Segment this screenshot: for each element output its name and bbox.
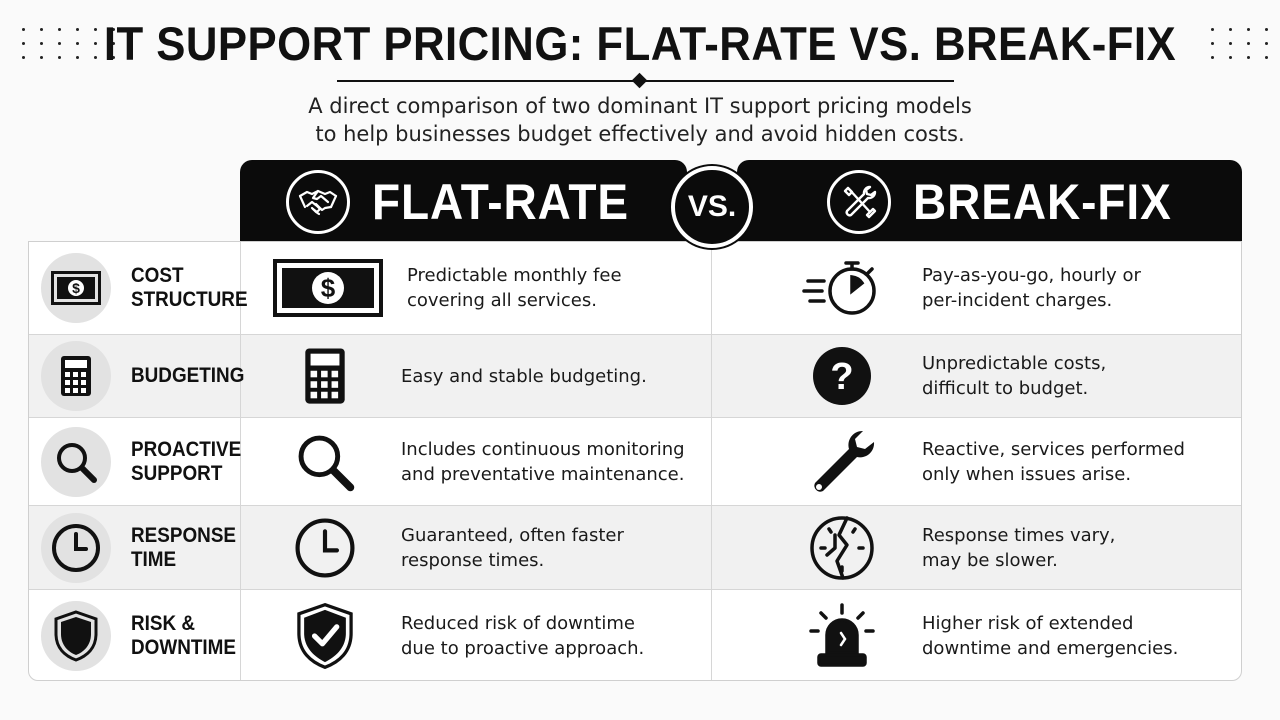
table-row-proactive-support: PROACTIVE SUPPORT Includes continuous mo… (29, 418, 1241, 506)
flat-rate-cell: Includes continuous monitoring and preve… (241, 418, 712, 505)
flat-rate-cell: Guaranteed, often faster response times. (241, 506, 712, 589)
row-label-cell: PROACTIVE SUPPORT (29, 418, 241, 505)
clock-icon (41, 512, 111, 583)
row-label: RESPONSE TIME (131, 523, 237, 571)
flat-rate-text: Reduced risk of downtime due to proactiv… (401, 613, 645, 659)
flat-rate-cell: Reduced risk of downtime due to proactiv… (241, 590, 712, 680)
page-subtitle: A direct comparison of two dominant IT s… (0, 92, 1280, 148)
row-label: BUDGETING (131, 364, 245, 387)
break-fix-text: Unpredictable costs, difficult to budget… (922, 353, 1107, 399)
decorative-dots-left (22, 28, 118, 59)
break-fix-label: BREAK-FIX (913, 173, 1172, 230)
magnifier-icon (285, 427, 365, 497)
break-fix-cell: Higher risk of extended downtime and eme… (712, 590, 1241, 680)
dollar-bill-icon: $ (273, 253, 383, 323)
table-row-response-time: RESPONSE TIME Guaranteed, often faster r… (29, 506, 1241, 590)
svg-text:$: $ (72, 280, 80, 296)
broken-clock-icon (802, 513, 882, 583)
subtitle-line-1: A direct comparison of two dominant IT s… (308, 94, 972, 118)
table-row-cost-structure: $ COST STRUCTURE $ Predictable monthly f… (29, 242, 1241, 335)
break-fix-text: Reactive, services performed only when i… (922, 438, 1185, 485)
row-label: RISK & DOWNTIME (131, 612, 236, 659)
shield-check-icon (285, 601, 365, 671)
svg-text:$: $ (321, 273, 336, 303)
dollar-bill-icon: $ (41, 253, 111, 323)
flat-rate-header: FLAT-RATE (240, 160, 687, 243)
flat-rate-text: Includes continuous monitoring and preve… (401, 438, 685, 485)
shield-icon (41, 601, 111, 671)
break-fix-text: Higher risk of extended downtime and eme… (922, 613, 1179, 659)
row-label: COST STRUCTURE (131, 264, 248, 311)
flat-rate-cell: $ Predictable monthly fee covering all s… (241, 242, 712, 334)
break-fix-text: Response times vary, may be slower. (922, 524, 1116, 571)
clock-icon (285, 513, 365, 583)
vs-badge: VS. (671, 166, 753, 248)
break-fix-text: Pay-as-you-go, hourly or per-incident ch… (922, 265, 1141, 311)
wrench-icon (802, 427, 882, 497)
flat-rate-text: Predictable monthly fee covering all ser… (407, 265, 622, 311)
handshake-icon (286, 169, 350, 234)
break-fix-cell: Response times vary, may be slower. (712, 506, 1241, 589)
comparison-table: $ COST STRUCTURE $ Predictable monthly f… (28, 241, 1242, 681)
row-label-cell: RESPONSE TIME (29, 506, 241, 589)
row-label-cell: $ COST STRUCTURE (29, 242, 248, 334)
magnifier-icon (41, 426, 111, 497)
flat-rate-text: Guaranteed, often faster response times. (401, 524, 624, 571)
break-fix-cell: ? Unpredictable costs, difficult to budg… (712, 335, 1241, 417)
flat-rate-text: Easy and stable budgeting. (401, 365, 647, 387)
flat-rate-cell: Easy and stable budgeting. (241, 335, 712, 417)
stopwatch-icon (802, 253, 882, 323)
calculator-icon (285, 341, 365, 411)
page-title: IT SUPPORT PRICING: FLAT-RATE VS. BREAK-… (103, 17, 1177, 70)
calculator-icon (41, 341, 111, 411)
break-fix-cell: Reactive, services performed only when i… (712, 418, 1241, 505)
row-label-cell: BUDGETING (29, 335, 245, 417)
decorative-dots-right (1211, 28, 1271, 59)
flat-rate-label: FLAT-RATE (372, 173, 629, 230)
row-label: PROACTIVE SUPPORT (131, 437, 242, 485)
question-icon: ? (802, 341, 882, 411)
row-label-cell: RISK & DOWNTIME (29, 590, 241, 680)
alarm-light-icon (802, 601, 882, 671)
svg-text:?: ? (830, 356, 853, 398)
table-row-risk-downtime: RISK & DOWNTIME Reduced risk of downtime… (29, 590, 1241, 680)
tools-icon (827, 169, 891, 234)
subtitle-line-2: to help businesses budget effectively an… (315, 122, 965, 146)
title-diamond (631, 72, 648, 89)
break-fix-header: BREAK-FIX (737, 160, 1242, 243)
table-row-budgeting: BUDGETING Easy and stable budgeting. ? U… (29, 335, 1241, 418)
break-fix-cell: Pay-as-you-go, hourly or per-incident ch… (712, 242, 1241, 334)
